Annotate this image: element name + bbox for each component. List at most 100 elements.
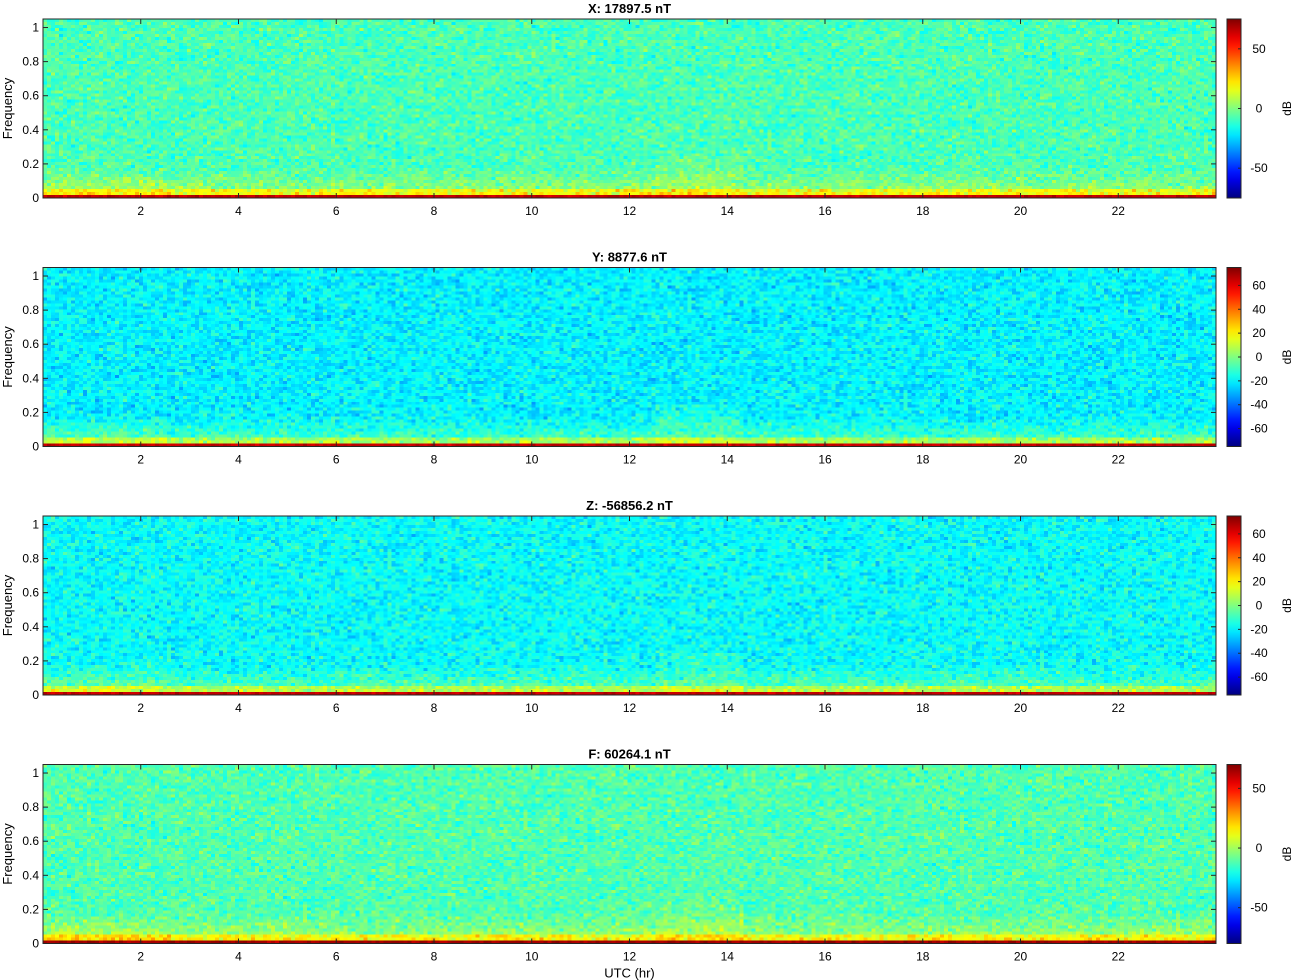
y-tick-label: 0.8	[22, 55, 39, 69]
colorbar: -60 -40 -20 0 20 40 60 dB	[1226, 267, 1294, 447]
x-tick-label: 2	[137, 453, 144, 467]
x-tick-label: 4	[235, 453, 242, 467]
x-tick-label: 6	[333, 204, 340, 218]
y-tick-label: 0.6	[22, 89, 39, 103]
x-tick-label: 12	[623, 204, 637, 218]
panel-title: Z: -56856.2 nT	[586, 498, 673, 513]
x-tick-label: 22	[1112, 950, 1126, 964]
y-tick-label: 1	[32, 518, 39, 532]
colorbar-tick-label: -40	[1250, 646, 1268, 660]
panel-title: Y: 8877.6 nT	[592, 250, 667, 265]
colorbar-label: dB	[1280, 847, 1294, 862]
colorbar-gradient	[1227, 19, 1241, 198]
colorbar-tick-label: 60	[1252, 527, 1266, 541]
x-tick-label: 16	[818, 701, 832, 715]
colorbar-tick-label: -50	[1250, 901, 1268, 915]
y-axis-label: Frequency	[0, 823, 15, 885]
x-tick-label: 12	[623, 701, 637, 715]
colorbar: -50 0 50 dB	[1226, 764, 1294, 944]
colorbar-gradient	[1227, 764, 1241, 944]
spectrogram-panel-2: Y: 8877.6 nT2 4 6 8 10 12 14 16 18 20 2200.20.40.6…	[0, 250, 1294, 467]
colorbar-tick-label: -50	[1250, 161, 1268, 175]
colorbar-label: dB	[1280, 101, 1294, 116]
x-axis-label: UTC (hr)	[604, 966, 655, 980]
y-tick-label: 0.6	[22, 834, 39, 848]
x-tick-label: 6	[333, 701, 340, 715]
y-tick-label: 0	[32, 937, 39, 951]
y-axis-label: Frequency	[0, 77, 15, 139]
colorbar-tick-label: 0	[1256, 102, 1263, 116]
colorbar-tick-label: 20	[1252, 575, 1266, 589]
x-tick-label: 4	[235, 950, 242, 964]
colorbar-tick-label: -60	[1250, 422, 1268, 436]
y-axis-label: Frequency	[0, 326, 15, 388]
x-tick-label: 14	[721, 453, 735, 467]
x-tick-label: 18	[916, 701, 930, 715]
colorbar-tick-label: -40	[1250, 398, 1268, 412]
x-tick-label: 20	[1014, 950, 1028, 964]
y-tick-label: 0.2	[22, 157, 39, 171]
y-tick-label: 0.2	[22, 405, 39, 419]
x-tick-label: 10	[525, 453, 539, 467]
spectrogram-panel-3: Z: -56856.2 nT2 4 6 8 10 12 14 16 18 20 2200.20.40…	[0, 498, 1294, 715]
x-tick-label: 20	[1014, 453, 1028, 467]
x-tick-label: 6	[333, 950, 340, 964]
colorbar-tick-label: 0	[1256, 350, 1263, 364]
colorbar-tick-label: 20	[1252, 326, 1266, 340]
x-tick-label: 14	[721, 950, 735, 964]
y-tick-label: 0.8	[22, 303, 39, 317]
colorbar-tick-label: -20	[1250, 374, 1268, 388]
y-tick-label: 0.4	[22, 123, 39, 137]
colorbar-tick-label: -60	[1250, 670, 1268, 684]
x-tick-label: 16	[818, 950, 832, 964]
y-tick-label: 0.2	[22, 902, 39, 916]
y-tick-label: 0	[32, 440, 39, 454]
x-tick-label: 8	[431, 950, 438, 964]
colorbar-tick-label: 0	[1256, 841, 1263, 855]
x-tick-label: 22	[1112, 453, 1126, 467]
spectrogram-heatmap	[43, 764, 1216, 944]
y-tick-label: 0.2	[22, 654, 39, 668]
x-tick-label: 10	[525, 701, 539, 715]
y-tick-label: 1	[32, 21, 39, 35]
colorbar-tick-label: 0	[1256, 599, 1263, 613]
y-tick-label: 0.6	[22, 337, 39, 351]
spectrogram-heatmap	[43, 19, 1216, 198]
x-tick-label: 8	[431, 453, 438, 467]
colorbar-label: dB	[1280, 350, 1294, 365]
x-tick-label: 22	[1112, 204, 1126, 218]
x-tick-label: 20	[1014, 204, 1028, 218]
x-tick-label: 16	[818, 453, 832, 467]
colorbar-gradient	[1227, 516, 1241, 695]
y-tick-label: 0.4	[22, 371, 39, 385]
colorbar-tick-label: -20	[1250, 622, 1268, 636]
y-tick-label: 0.8	[22, 800, 39, 814]
colorbar-tick-label: 50	[1252, 781, 1266, 795]
colorbar-gradient	[1227, 267, 1241, 447]
x-tick-label: 8	[431, 204, 438, 218]
colorbar-frame	[1226, 764, 1242, 944]
colorbar-tick-label: 40	[1252, 302, 1266, 316]
x-tick-label: 2	[137, 950, 144, 964]
y-tick-label: 0.4	[22, 868, 39, 882]
x-tick-label: 18	[916, 950, 930, 964]
spectrogram-panel-1: X: 17897.5 nT2 4 6 8 10 12 14 16 18 20 2200.20.40.…	[0, 1, 1294, 218]
colorbar: -50 0 50 dB	[1226, 18, 1294, 199]
y-tick-label: 0.8	[22, 552, 39, 566]
x-tick-label: 10	[525, 950, 539, 964]
x-tick-label: 16	[818, 204, 832, 218]
x-tick-label: 6	[333, 453, 340, 467]
x-tick-label: 12	[623, 950, 637, 964]
x-tick-label: 14	[721, 204, 735, 218]
colorbar-tick-label: 60	[1252, 278, 1266, 292]
panel-title: X: 17897.5 nT	[588, 1, 671, 16]
x-tick-label: 2	[137, 204, 144, 218]
x-tick-label: 8	[431, 701, 438, 715]
colorbar: -60 -40 -20 0 20 40 60 dB	[1226, 515, 1294, 696]
y-tick-label: 0	[32, 688, 39, 702]
x-tick-label: 2	[137, 701, 144, 715]
y-tick-label: 0	[32, 191, 39, 205]
x-tick-label: 10	[525, 204, 539, 218]
colorbar-tick-label: 50	[1252, 42, 1266, 56]
